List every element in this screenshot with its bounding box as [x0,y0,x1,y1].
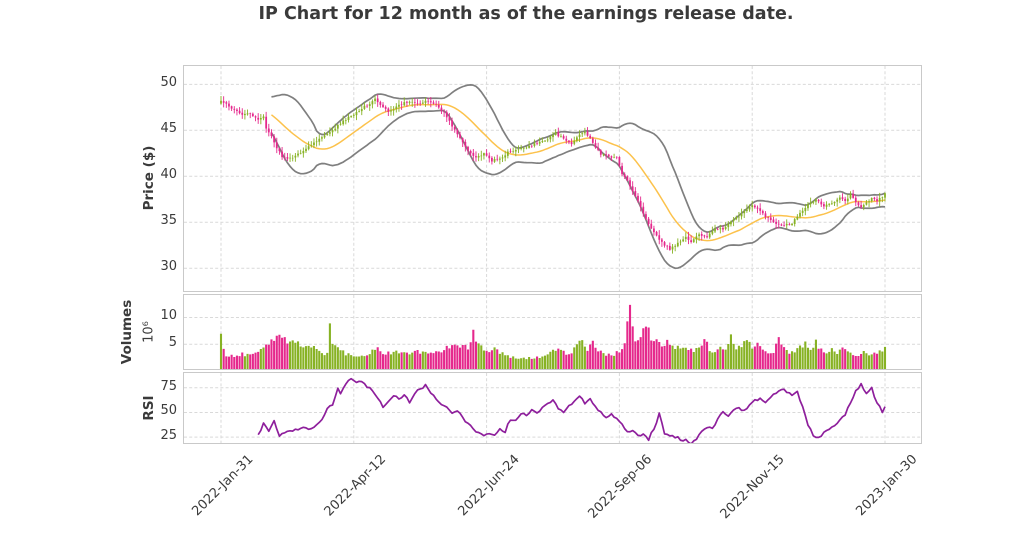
price-tick-label: 40 [160,167,177,183]
bollinger-lower-band [270,109,886,270]
candle-bodies-up [220,98,886,250]
date-tick-label: 2022-Jan-31 [189,452,257,520]
bollinger-upper-band [271,84,886,233]
date-tick-label: 2022-Sep-06 [585,452,656,522]
volume-tick-label: 10 [160,308,177,324]
candle-wicks-up [220,95,886,254]
sma-line [270,103,886,242]
date-tick-label: 2022-Jun-24 [455,452,523,520]
price-tick-label: 30 [160,259,177,275]
date-tick-label: 2022-Apr-12 [321,452,390,520]
rsi-tick-label: 75 [160,378,177,394]
price-plot [184,66,921,291]
volume-plot [184,295,921,369]
date-tick-label: 2022-Nov-15 [717,452,788,523]
rsi-tick-label: 25 [160,428,177,444]
price-panel [183,65,922,292]
date-tick-label: 2023-Jan-30 [853,452,921,520]
chart-title: IP Chart for 12 month as of the earnings… [258,4,794,24]
volume-bars-down [222,304,879,369]
rsi-plot [184,373,921,443]
volume-bars-up [219,323,887,369]
price-tick-label: 50 [160,75,177,91]
candle-wicks-down [223,94,878,251]
price-tick-label: 45 [160,121,177,137]
price-tick-label: 35 [160,213,177,229]
volume-panel [183,294,922,370]
volume-tick-label: 5 [168,335,177,351]
rsi-tick-label: 50 [160,403,177,419]
rsi-panel [183,372,922,444]
rsi-line [257,377,886,443]
